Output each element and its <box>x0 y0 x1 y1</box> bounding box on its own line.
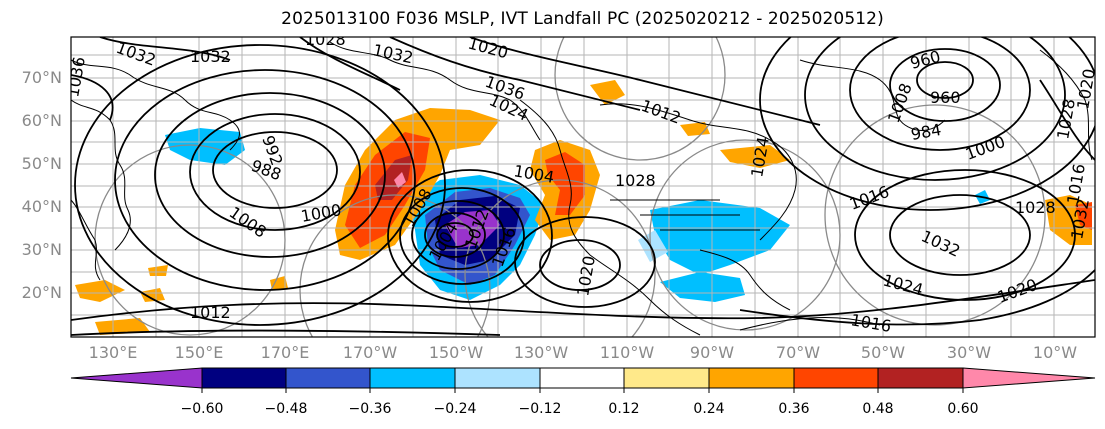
colorbar-tick-label: 0.12 <box>608 401 640 417</box>
colorbar-tick-label: 0.36 <box>778 401 810 417</box>
colorbar-bin <box>708 367 795 389</box>
isobar-label: 960 <box>930 88 961 107</box>
range-rings <box>94 37 1046 337</box>
colorbar-bin <box>285 367 371 389</box>
colorbar-tick-label: 0.60 <box>947 401 979 417</box>
colorbar-bin <box>793 367 879 389</box>
ivt-negative-region <box>660 272 745 302</box>
latitude-label: 70°N <box>21 68 62 87</box>
map-panel: 1032 1032 1028 1032 1020 1036 1036 1024 … <box>70 30 1099 338</box>
isobar-label: 1020 <box>1073 67 1099 110</box>
longitude-label: 50°W <box>860 343 906 362</box>
longitude-label: 10°W <box>1032 343 1078 362</box>
longitude-label: 110°W <box>599 343 655 362</box>
colorbar-extend-low <box>70 367 203 389</box>
colorbar-tick-label: −0.60 <box>180 401 224 417</box>
ivt-positive-region <box>1075 202 1092 230</box>
isobar-label: 1012 <box>190 303 231 322</box>
colorbar-tick-label: 0.24 <box>693 401 725 417</box>
colorbar-bin <box>201 367 287 389</box>
colorbar-bin <box>539 367 625 389</box>
colorbar-tick-label: −0.24 <box>433 401 477 417</box>
latitude-label: 20°N <box>21 283 62 302</box>
colorbar-tick-label: −0.12 <box>518 401 562 417</box>
colorbar-bin <box>877 367 964 389</box>
colorbar-tick-label: −0.36 <box>348 401 392 417</box>
ivt-positive-region <box>545 152 585 215</box>
longitude-label: 30°W <box>946 343 992 362</box>
isobar-label: 1028 <box>305 30 346 49</box>
longitude-label: 150°W <box>428 343 484 362</box>
latitude-label: 60°N <box>21 111 62 130</box>
colorbar-tick-label: 0.48 <box>862 401 894 417</box>
ivt-positive-region <box>140 288 165 302</box>
ivt-positive-region <box>590 80 625 105</box>
colorbar-tick-label: −0.48 <box>264 401 308 417</box>
isobar-label: 1028 <box>1015 198 1056 217</box>
ivt-positive-region <box>394 172 406 188</box>
colorbar-extend-high <box>962 367 1096 389</box>
latitude-label: 50°N <box>21 154 62 173</box>
isobar-label: 1028 <box>615 171 656 190</box>
ivt-positive-region <box>148 265 168 276</box>
ivt-positive-region <box>95 318 150 335</box>
longitude-label: 130°E <box>88 343 138 362</box>
longitude-label: 90°W <box>689 343 735 362</box>
longitude-label: 150°E <box>174 343 224 362</box>
latitude-label: 40°N <box>21 197 62 216</box>
latitude-label: 30°N <box>21 240 62 259</box>
colorbar-bin <box>369 367 456 389</box>
ivt-positive-region <box>270 276 288 290</box>
longitude-label: 70°W <box>775 343 821 362</box>
isobar-label: 1032 <box>190 47 231 66</box>
longitude-label: 170°W <box>342 343 398 362</box>
graticule <box>71 37 1095 337</box>
colorbar-bin <box>623 367 710 389</box>
colorbar-bin <box>454 367 541 389</box>
longitude-label: 130°W <box>513 343 569 362</box>
map-title: 2025013100 F036 MSLP, IVT Landfall PC (2… <box>281 9 884 29</box>
longitude-label: 170°E <box>260 343 310 362</box>
isobars <box>71 37 1095 336</box>
colorbar <box>70 367 1096 393</box>
